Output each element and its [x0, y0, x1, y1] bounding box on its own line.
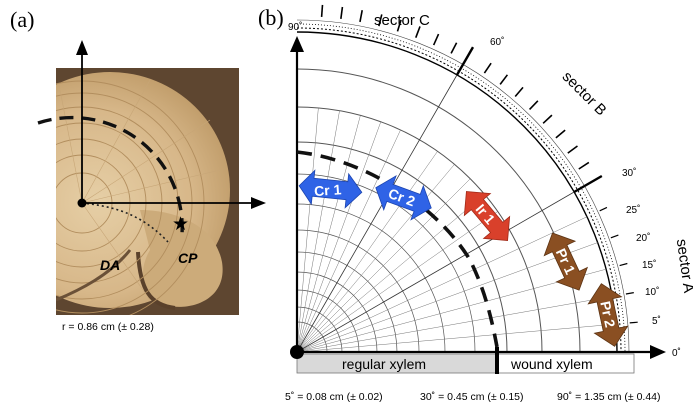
panel-a-label: (a)	[10, 7, 34, 32]
dashed-curve-b	[296, 150, 499, 348]
caption-5deg: 5˚ = 0.08 cm (± 0.02)	[285, 391, 383, 403]
edge-tick	[359, 10, 363, 23]
arrow-cr1: Cr 1	[298, 169, 363, 209]
sector-b-label: sector B	[559, 68, 610, 119]
angle-10-label: 10˚	[645, 286, 659, 298]
arrow-ir1: Ir 1	[463, 191, 511, 241]
grid-ray	[296, 151, 438, 353]
grid-ray	[296, 268, 607, 353]
angle-tick	[599, 206, 608, 212]
edge-tick	[340, 6, 344, 19]
angle-5-label: 5˚	[652, 315, 661, 327]
pith-point-a	[77, 198, 87, 208]
edge-tick	[514, 86, 524, 98]
arrow-cr1-label: Cr 1	[314, 181, 342, 199]
bark-edge	[56, 249, 132, 302]
axis-b-arrowhead-up	[290, 36, 304, 52]
edge-tick	[415, 26, 421, 38]
grid-ray-major	[296, 191, 575, 353]
panel-a-caption: r = 0.86 cm (± 0.28)	[62, 321, 154, 333]
wood-rays	[59, 79, 221, 301]
outer-ring-dotted	[296, 27, 622, 353]
grid-ray	[296, 110, 340, 353]
angle-0-label: 0˚	[672, 347, 681, 359]
outer-ring-thin	[296, 19, 630, 353]
arrow-pr2-label: Pr 2	[597, 300, 618, 329]
angle-20-label: 20˚	[636, 232, 650, 244]
wood-photo	[56, 68, 239, 315]
edge-tick	[396, 19, 402, 32]
edge-tick	[432, 33, 440, 46]
outer-ring	[296, 31, 618, 353]
angle-tick	[625, 292, 634, 295]
edge-tick	[320, 4, 324, 17]
angle-60-label: 60˚	[490, 36, 504, 48]
sector-c-label: sector C	[374, 12, 430, 29]
callus-groove	[136, 251, 176, 310]
panel-b-label: (b)	[258, 5, 284, 30]
outer-ring-dotted-2	[296, 23, 626, 353]
arrow-pr2: Pr 2	[587, 283, 629, 347]
axis-b-arrowhead-right	[650, 345, 666, 359]
edge-tick	[450, 42, 458, 54]
region-cp-label: CP	[178, 250, 198, 266]
polar-grid	[296, 4, 638, 353]
angle-25-label: 25˚	[626, 204, 640, 216]
axis-a-arrowhead-right	[251, 197, 266, 209]
caption-90deg: 90˚ = 1.35 cm (± 0.44)	[557, 391, 661, 403]
edge-tick	[528, 100, 539, 111]
grid-ray	[296, 242, 598, 353]
wound-xylem-label: wound xylem	[510, 356, 593, 372]
grid-ray	[296, 178, 471, 353]
arrow-cr2: Cr 2	[375, 175, 432, 221]
edge-tick	[567, 145, 578, 154]
grid-ray	[296, 194, 485, 353]
grid-ray-major	[296, 74, 458, 353]
angle-15-label: 15˚	[642, 259, 656, 271]
dashed-arc-a	[37, 115, 184, 235]
grid-ray	[296, 121, 382, 353]
sector-divider-tick	[573, 174, 603, 194]
angle-90-label: 90˚	[288, 21, 302, 33]
grid-ray	[296, 164, 455, 353]
sector-a-label: sector A	[673, 238, 693, 294]
star-marker: ★	[172, 214, 189, 235]
pith-point-b	[290, 345, 304, 359]
sector-divider-tick	[455, 46, 475, 76]
regular-xylem-label: regular xylem	[342, 356, 426, 372]
grid-ray	[296, 216, 588, 353]
edge-tick	[499, 74, 509, 85]
edge-tick	[578, 161, 590, 170]
grid-ray	[296, 129, 401, 353]
angle-tick	[629, 321, 638, 324]
caption-30deg: 30˚ = 0.45 cm (± 0.15)	[420, 391, 524, 403]
angle-30-label: 30˚	[622, 167, 636, 179]
grid-ray	[296, 107, 319, 353]
angle-tick	[619, 262, 628, 267]
grid-ray	[296, 323, 616, 353]
grid-ray	[296, 296, 613, 353]
grid-ray	[296, 115, 361, 353]
edge-tick	[555, 129, 566, 139]
grid-ray	[296, 211, 498, 353]
edge-tick	[378, 14, 383, 27]
axis-a-arrowhead-up	[76, 40, 88, 55]
edge-tick	[542, 114, 553, 124]
edge-tick	[483, 62, 492, 74]
angle-tick	[610, 234, 619, 239]
dotted-boundary	[81, 202, 169, 243]
region-da-label: DA	[100, 257, 120, 273]
